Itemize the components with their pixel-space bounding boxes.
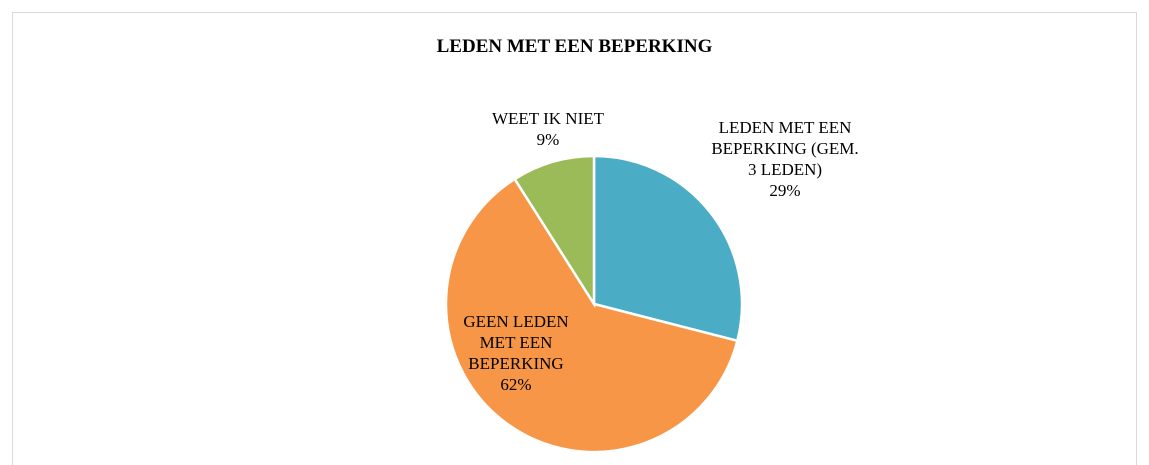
data-label-category: LEDEN MET EEN BEPERKING (GEM. 3 LEDEN) (711, 118, 859, 179)
data-label: WEET IK NIET 9% (468, 108, 628, 150)
data-label: GEEN LEDEN MET EEN BEPERKING 62% (456, 311, 576, 395)
pie-slice (444, 177, 739, 454)
data-label-value: 9% (536, 130, 560, 149)
data-label-value: 29% (769, 181, 801, 200)
data-label-category: WEET IK NIET (491, 109, 605, 128)
chart-frame (12, 12, 1137, 465)
data-label-category: GEEN LEDEN MET EEN BEPERKING (463, 312, 569, 373)
chart-title: LEDEN MET EEN BEPERKING (436, 36, 713, 57)
data-label: LEDEN MET EEN BEPERKING (GEM. 3 LEDEN) 29… (705, 117, 865, 201)
pie-slice (592, 154, 744, 343)
pie-slice (512, 154, 596, 309)
data-label-value: 62% (500, 375, 532, 394)
